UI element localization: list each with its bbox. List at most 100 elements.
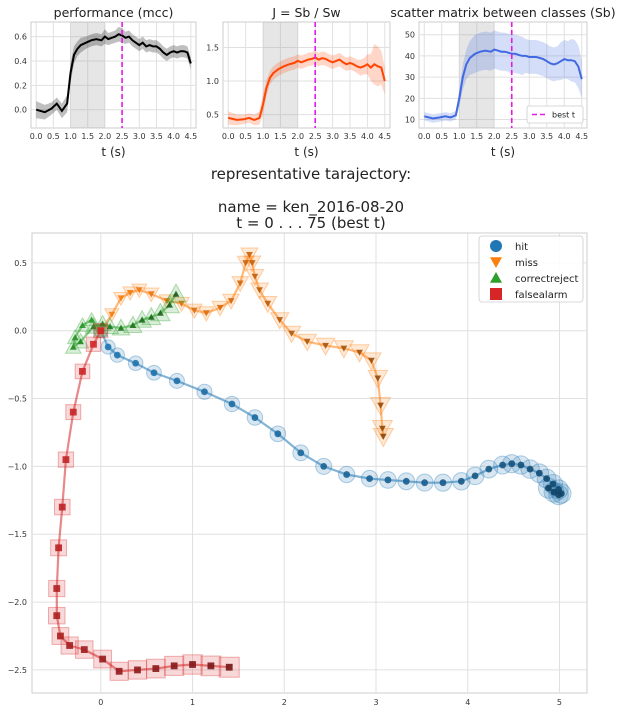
- chart-title: performance (mcc): [54, 5, 174, 20]
- suptitle-line2: name = ken_2016-08-20: [218, 198, 404, 217]
- y-tick-label: 20: [405, 94, 415, 103]
- point-marker: [97, 327, 105, 335]
- series-line: [35, 33, 192, 114]
- x-tick-label: 4.0: [558, 132, 571, 141]
- point-marker: [274, 430, 282, 438]
- point-marker: [79, 368, 86, 375]
- legend-marker-correctreject: [490, 272, 502, 283]
- x-tick-label: 4.5: [378, 132, 391, 141]
- point-marker: [147, 291, 155, 298]
- x-tick-label: 4.5: [575, 132, 588, 141]
- plot-area: [30, 21, 197, 129]
- x-tick-label: 3.5: [540, 132, 553, 141]
- series-line: [424, 48, 583, 120]
- x-tick-label: 3.0: [523, 132, 536, 141]
- point-marker: [69, 343, 77, 350]
- x-tick-label: 2: [282, 698, 287, 707]
- x-axis-label: t (s): [491, 145, 515, 159]
- chart-panel-2: 0.0 0.5 1.0 1.5 2.0 2.5 3.0 3.5 4.0 4.5 10 20 30 40 50…: [390, 5, 615, 159]
- legend-marker-miss: [490, 257, 502, 268]
- point-marker: [379, 433, 387, 440]
- point-marker: [340, 345, 348, 352]
- series-line: [227, 56, 386, 121]
- point-marker: [166, 301, 173, 308]
- y-tick-label: 50: [405, 31, 415, 40]
- point-marker: [356, 349, 363, 356]
- y-tick-label: 0.0: [14, 106, 27, 115]
- shaded-interval: [459, 22, 495, 128]
- x-tick-label: 3.0: [326, 132, 339, 141]
- point-marker: [236, 280, 244, 287]
- point-marker: [439, 479, 447, 487]
- point-marker: [421, 479, 429, 487]
- point-marker: [134, 666, 141, 674]
- y-tick-label: 0.0: [14, 327, 27, 336]
- y-tick-label: 0.4: [14, 57, 27, 66]
- chart-title: J = Sb / Sw: [271, 5, 340, 20]
- point-marker: [172, 290, 180, 297]
- point-marker: [80, 646, 88, 653]
- x-axis-label: t (s): [294, 145, 318, 159]
- point-marker: [163, 298, 171, 305]
- legend-label: falsealarm: [515, 290, 568, 301]
- point-marker: [99, 655, 107, 663]
- point-marker: [147, 313, 155, 320]
- x-tick-label: 0.5: [47, 132, 60, 141]
- x-tick-label: 3.0: [133, 132, 146, 141]
- point-marker: [126, 290, 134, 297]
- point-marker: [374, 375, 382, 382]
- x-tick-label: 0: [98, 698, 103, 707]
- point-marker: [251, 414, 259, 421]
- point-marker: [201, 388, 208, 396]
- point-marker: [62, 456, 70, 464]
- point-marker: [113, 351, 121, 359]
- point-marker: [69, 408, 77, 416]
- x-tick-label: 1.5: [274, 132, 287, 141]
- point-marker: [242, 260, 250, 267]
- x-tick-label: 1.5: [81, 132, 94, 141]
- legend-marker-hit: [490, 240, 502, 252]
- point-marker: [99, 320, 106, 327]
- x-tick-label: 4.5: [184, 132, 197, 141]
- point-marker: [549, 480, 557, 488]
- point-marker: [545, 484, 552, 492]
- point-marker: [55, 544, 63, 552]
- point-marker: [499, 461, 507, 469]
- y-tick-label: 30: [405, 73, 415, 82]
- point-marker: [384, 476, 392, 484]
- x-tick-label: 0.5: [239, 132, 252, 141]
- point-marker: [366, 475, 373, 483]
- x-tick-label: 4.0: [361, 132, 374, 141]
- x-tick-label: 4: [465, 698, 470, 707]
- point-marker: [152, 665, 160, 672]
- y-tick-label: 0.5: [206, 111, 219, 120]
- x-tick-label: 0.5: [435, 132, 448, 141]
- series-falsealarm: [48, 323, 240, 681]
- suptitle-line3: t = 0 . . . 75 (best t): [236, 214, 386, 232]
- point-marker: [535, 469, 543, 477]
- point-marker: [550, 488, 558, 496]
- point-marker: [77, 338, 84, 345]
- point-marker: [246, 252, 253, 259]
- point-marker: [79, 321, 86, 328]
- point-marker: [248, 260, 256, 267]
- point-marker: [343, 471, 351, 478]
- series-band: [36, 26, 191, 120]
- point-marker: [379, 425, 386, 432]
- point-marker: [104, 343, 112, 351]
- series-band: [424, 30, 582, 123]
- legend-label: miss: [515, 258, 538, 269]
- point-marker: [485, 465, 493, 473]
- chart-panel-trajectory: 0 1 2 3 4 5 0.5 0.0 −0.5 −1.0 −1.5 −2.0 −2.5 hit miss c…: [8, 232, 588, 707]
- legend-box: [526, 105, 584, 124]
- chart-panel-1: 0.0 0.5 1.0 1.5 2.0 2.5 3.0 3.5 4.0 4.5 0.5 1.0 1.5 J…: [206, 5, 391, 159]
- point-marker: [135, 287, 143, 294]
- point-marker: [115, 667, 123, 675]
- chart-title: scatter matrix between classes (Sb): [390, 5, 615, 20]
- x-axis-label: t (s): [101, 145, 125, 159]
- point-marker: [225, 663, 233, 671]
- y-tick-label: 0.6: [14, 33, 27, 42]
- series-correctreject: [64, 283, 187, 354]
- point-marker: [170, 662, 178, 670]
